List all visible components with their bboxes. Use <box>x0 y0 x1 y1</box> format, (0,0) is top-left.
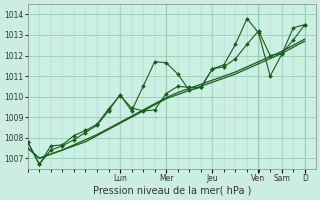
X-axis label: Pression niveau de la mer( hPa ): Pression niveau de la mer( hPa ) <box>92 186 251 196</box>
